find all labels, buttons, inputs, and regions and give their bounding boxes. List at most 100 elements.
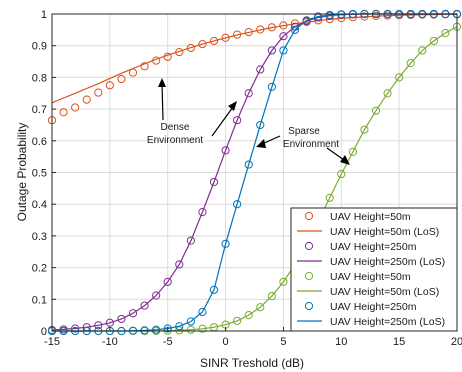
- annotation-dense-line1: Dense: [161, 122, 190, 133]
- y-tick-label: 0.9: [32, 41, 47, 53]
- data-point: [348, 147, 357, 156]
- data-point: [441, 28, 450, 38]
- legend-marker-swatch: [304, 211, 314, 221]
- data-point: [267, 82, 276, 92]
- data-point: [117, 314, 126, 324]
- data-point: [244, 160, 253, 169]
- data-point: [267, 46, 276, 55]
- annotation-dense-environment: Dense Environment: [147, 122, 203, 146]
- data-point: [59, 108, 68, 117]
- x-axis-label: SINR Treshold (dB): [200, 356, 304, 370]
- data-point: [256, 65, 265, 74]
- annotation-arrows: [158, 78, 350, 165]
- arrow-sparse-right: [326, 147, 345, 161]
- data-point: [198, 208, 207, 217]
- x-tick-label: -15: [44, 336, 60, 348]
- x-tick-label: 15: [393, 336, 405, 348]
- axis-ticks: -15 -10 -5 0 5 10 15 20 0 0.1 0.2 0.3 0.4 0.5 0.6 0.7 0.…: [32, 9, 462, 348]
- x-tick-label: 10: [335, 336, 347, 348]
- data-point: [105, 81, 114, 90]
- data-point: [337, 169, 346, 179]
- legend-entry: UAV Height=250m: [304, 241, 417, 253]
- data-point: [233, 200, 242, 209]
- x-tick-label: 5: [280, 336, 286, 348]
- data-point: [383, 89, 392, 98]
- legend: UAV Height=50m UAV Height=50m (LoS) UAV He…: [290, 207, 458, 332]
- data-point: [360, 125, 369, 134]
- data-point: [71, 103, 80, 112]
- data-point: [395, 73, 404, 82]
- data-point: [279, 46, 288, 55]
- legend-marker-swatch: [304, 241, 314, 251]
- data-point: [418, 46, 427, 55]
- legend-entry: UAV Height=50m: [304, 211, 411, 223]
- y-tick-label: 0.1: [32, 294, 47, 306]
- data-point: [279, 32, 288, 41]
- data-point: [256, 303, 265, 312]
- legend-label: UAV Height=50m: [330, 271, 411, 283]
- y-tick-label: 0: [41, 326, 47, 338]
- data-point: [140, 301, 149, 310]
- y-tick-label: 0.8: [32, 72, 47, 84]
- annotation-sparse-environment: Sparse Environment: [283, 126, 339, 150]
- annotation-dense-line2: Environment: [147, 135, 203, 146]
- legend-label: UAV Height=250m: [330, 301, 417, 313]
- x-tick-label: -5: [163, 336, 173, 348]
- data-point: [82, 95, 91, 104]
- data-point: [186, 317, 195, 326]
- legend-label: UAV Height=250m: [330, 241, 417, 253]
- data-point: [117, 74, 126, 84]
- arrowhead-dense-right: [228, 101, 237, 111]
- data-point: [152, 291, 161, 300]
- legend-label: UAV Height=50m (LoS): [330, 286, 439, 298]
- arrowhead-dense-up: [158, 78, 166, 87]
- data-point: [302, 16, 311, 25]
- arrowhead-sparse-right: [340, 155, 350, 165]
- data-point: [429, 36, 438, 46]
- legend-entry: UAV Height=50m (LoS): [297, 286, 439, 298]
- data-point: [406, 59, 415, 68]
- data-point: [233, 316, 242, 325]
- data-point: [209, 36, 219, 46]
- data-point: [244, 311, 253, 320]
- data-point: [163, 277, 172, 286]
- legend-marker-swatch: [304, 301, 314, 311]
- data-point: [94, 88, 103, 97]
- legend-label: UAV Height=50m (LoS): [330, 226, 439, 238]
- data-point: [175, 260, 184, 269]
- arrow-dense-up: [161, 83, 164, 121]
- data-point: [256, 120, 265, 130]
- data-point: [325, 193, 334, 202]
- data-point: [186, 236, 195, 245]
- data-point: [221, 146, 230, 155]
- data-point: [140, 62, 149, 71]
- legend-entry: UAV Height=50m: [304, 271, 411, 283]
- arrowhead-sparse-left: [256, 139, 266, 148]
- x-tick-label: -10: [102, 336, 118, 348]
- data-point: [105, 318, 114, 327]
- data-point: [371, 106, 381, 115]
- data-point: [209, 177, 219, 187]
- data-point: [244, 89, 253, 98]
- legend-entry: UAV Height=250m: [304, 301, 417, 313]
- y-axis-label: Outage Probability: [15, 123, 29, 222]
- legend-entry: UAV Height=50m (LoS): [297, 226, 439, 238]
- legend-marker-swatch: [304, 271, 314, 281]
- y-tick-label: 0.7: [32, 104, 47, 116]
- legend-box: [290, 207, 458, 332]
- data-point: [198, 40, 207, 49]
- series-line: [51, 13, 457, 104]
- data-point: [221, 33, 230, 42]
- y-tick-label: 0.4: [32, 199, 47, 211]
- data-point: [267, 292, 276, 301]
- data-point: [175, 322, 184, 331]
- legend-entry: UAV Height=250m (LoS): [297, 256, 445, 268]
- legend-entry: UAV Height=250m (LoS): [297, 316, 445, 328]
- annotation-sparse-line1: Sparse: [288, 126, 320, 137]
- data-point: [290, 25, 300, 34]
- legend-label: UAV Height=250m (LoS): [330, 316, 445, 328]
- y-tick-label: 0.6: [32, 136, 47, 148]
- data-point: [128, 309, 138, 318]
- data-point: [221, 239, 230, 248]
